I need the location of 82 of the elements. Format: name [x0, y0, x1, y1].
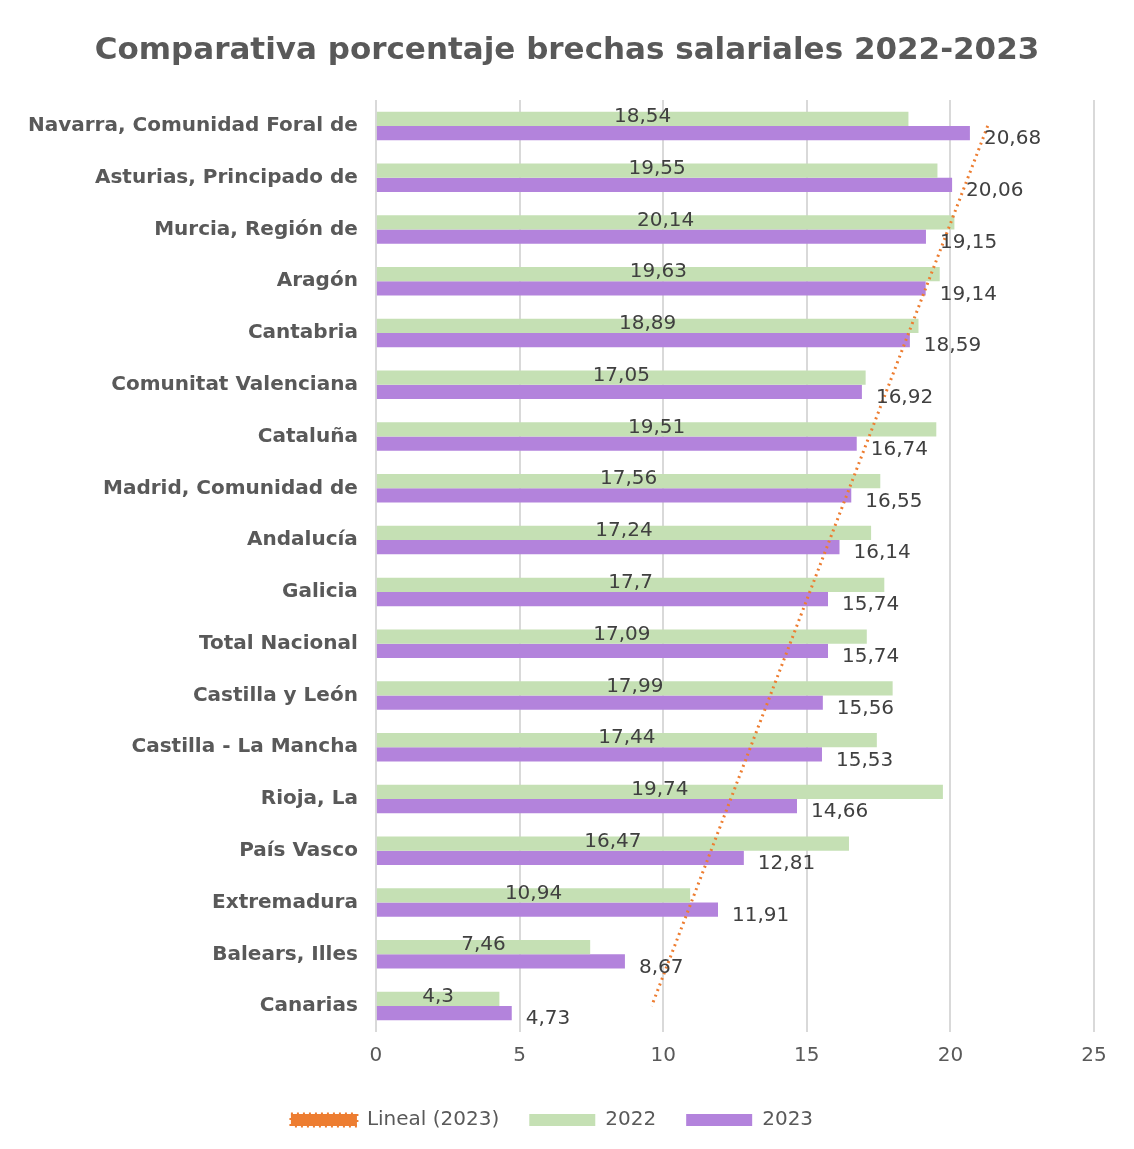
- y-tick-label: Madrid, Comunidad de: [103, 474, 358, 499]
- data-label: 17,44: [598, 724, 656, 749]
- x-tick-label: 20: [937, 1042, 964, 1067]
- data-label: 17,09: [593, 620, 651, 645]
- data-label: 17,99: [606, 672, 664, 697]
- data-label: 20,68: [983, 125, 1042, 150]
- data-label: 7,46: [461, 931, 506, 956]
- y-tick-label: Comunitat Valenciana: [111, 370, 358, 395]
- data-label: 17,7: [608, 568, 653, 593]
- data-label: 19,15: [939, 228, 998, 253]
- x-tick-label: 0: [369, 1042, 383, 1067]
- data-label: 15,74: [842, 591, 900, 616]
- data-label: 20,06: [966, 176, 1024, 201]
- data-label: 19,63: [629, 258, 687, 283]
- y-tick-label: Rioja, La: [260, 785, 358, 810]
- data-label: 19,14: [939, 280, 997, 305]
- data-label: 15,56: [836, 694, 895, 719]
- legend-label: Lineal (2023): [366, 1106, 500, 1131]
- legend-label: 2022: [605, 1106, 657, 1131]
- data-label: 19,55: [628, 154, 686, 179]
- y-tick-label: Andalucía: [247, 526, 358, 551]
- bar: [376, 229, 926, 244]
- chart-title: Comparativa porcentaje brechas salariales 2022-2023: [93, 30, 1041, 66]
- data-label: 20,14: [637, 206, 695, 231]
- y-tick-label: Cataluña: [257, 422, 358, 447]
- data-label: 10,94: [504, 879, 563, 904]
- data-label: 15,53: [835, 746, 894, 771]
- data-label: 12,81: [757, 850, 816, 875]
- bar: [376, 747, 822, 762]
- data-label: 4,73: [525, 1005, 571, 1030]
- bar: [376, 488, 852, 503]
- bar: [376, 591, 829, 607]
- bar: [376, 695, 823, 710]
- bar: [376, 954, 625, 969]
- data-label: 19,74: [631, 776, 689, 801]
- y-tick-label: Cantabria: [247, 319, 358, 344]
- data-label: 19,51: [627, 413, 686, 438]
- data-label: 17,56: [599, 465, 658, 490]
- data-label: 16,92: [875, 384, 934, 409]
- y-tick-label: País Vasco: [239, 836, 358, 861]
- data-label: 16,74: [870, 435, 928, 460]
- y-tick-label: Canarias: [259, 992, 358, 1017]
- data-label: 16,14: [853, 539, 911, 564]
- bar: [376, 333, 910, 348]
- bar: [376, 1006, 512, 1021]
- x-tick-label: 25: [1081, 1042, 1107, 1067]
- y-tick-label: Total Nacional: [198, 629, 358, 654]
- x-tick-label: 10: [650, 1042, 676, 1067]
- x-tick-label: 15: [794, 1042, 820, 1067]
- data-label: 14,66: [810, 798, 869, 823]
- legend-label: 2023: [762, 1106, 814, 1131]
- data-label: 17,05: [592, 361, 650, 386]
- bar: [376, 850, 744, 866]
- y-tick-label: Murcia, Región de: [154, 215, 358, 240]
- bar: [376, 125, 970, 141]
- bar: [376, 540, 840, 555]
- data-label: 8,67: [638, 953, 684, 978]
- y-tick-label: Castilla - La Mancha: [131, 733, 358, 758]
- bar: [376, 436, 857, 451]
- x-tick-label: 5: [513, 1042, 526, 1067]
- y-tick-label: Navarra, Comunidad Foral de: [27, 112, 358, 137]
- data-label: 16,55: [865, 487, 923, 512]
- bar: [376, 384, 862, 400]
- data-label: 17,24: [595, 517, 653, 542]
- bar: [376, 281, 926, 296]
- data-label: 16,47: [584, 827, 642, 852]
- data-label: 15,74: [842, 642, 900, 667]
- data-label: 18,89: [619, 310, 677, 335]
- bar: [376, 177, 953, 192]
- y-tick-label: Galicia: [282, 578, 358, 603]
- data-label: 11,91: [731, 901, 790, 926]
- y-tick-label: Extremadura: [212, 888, 358, 913]
- data-label: 18,54: [614, 102, 672, 127]
- y-tick-label: Asturias, Principado de: [94, 163, 358, 188]
- data-label: 18,59: [923, 332, 982, 357]
- y-tick-label: Balears, Illes: [212, 940, 358, 965]
- y-tick-label: Aragón: [276, 267, 358, 292]
- y-tick-label: Castilla y León: [192, 681, 358, 706]
- bar: [376, 799, 797, 814]
- bar: [376, 643, 829, 658]
- data-label: 4,3: [422, 983, 455, 1008]
- bar: [376, 902, 718, 917]
